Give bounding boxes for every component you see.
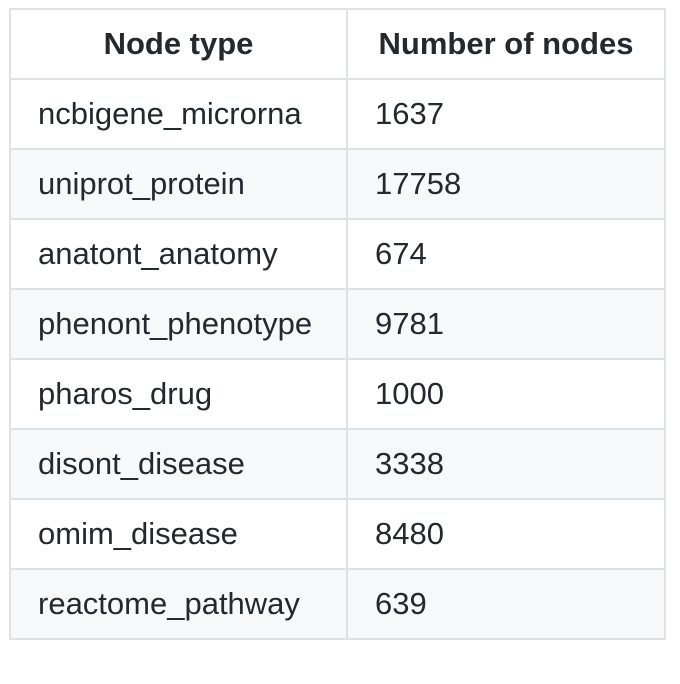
node-count-table: Node type Number of nodes ncbigene_micro… (9, 8, 666, 640)
node-count-cell: 17758 (346, 148, 666, 220)
table-row: disont_disease 3338 (9, 428, 666, 500)
node-count-cell: 8480 (346, 498, 666, 570)
table-row: omim_disease 8480 (9, 498, 666, 570)
node-type-cell: anatont_anatomy (9, 218, 348, 290)
node-type-cell: ncbigene_microrna (9, 78, 348, 150)
node-count-cell: 9781 (346, 288, 666, 360)
table-header-row: Node type Number of nodes (9, 8, 666, 80)
node-type-cell: omim_disease (9, 498, 348, 570)
table-row: phenont_phenotype 9781 (9, 288, 666, 360)
node-count-cell: 1637 (346, 78, 666, 150)
column-header-number-of-nodes: Number of nodes (346, 8, 666, 80)
node-type-cell: disont_disease (9, 428, 348, 500)
column-header-node-type: Node type (9, 8, 348, 80)
table-row: pharos_drug 1000 (9, 358, 666, 430)
node-count-cell: 674 (346, 218, 666, 290)
table-row: anatont_anatomy 674 (9, 218, 666, 290)
table-container: Node type Number of nodes ncbigene_micro… (9, 8, 666, 640)
table-row: ncbigene_microrna 1637 (9, 78, 666, 150)
node-type-cell: pharos_drug (9, 358, 348, 430)
table-row: reactome_pathway 639 (9, 568, 666, 640)
table-row: uniprot_protein 17758 (9, 148, 666, 220)
node-count-cell: 3338 (346, 428, 666, 500)
node-type-cell: uniprot_protein (9, 148, 348, 220)
node-count-cell: 639 (346, 568, 666, 640)
node-type-cell: reactome_pathway (9, 568, 348, 640)
node-count-cell: 1000 (346, 358, 666, 430)
node-type-cell: phenont_phenotype (9, 288, 348, 360)
